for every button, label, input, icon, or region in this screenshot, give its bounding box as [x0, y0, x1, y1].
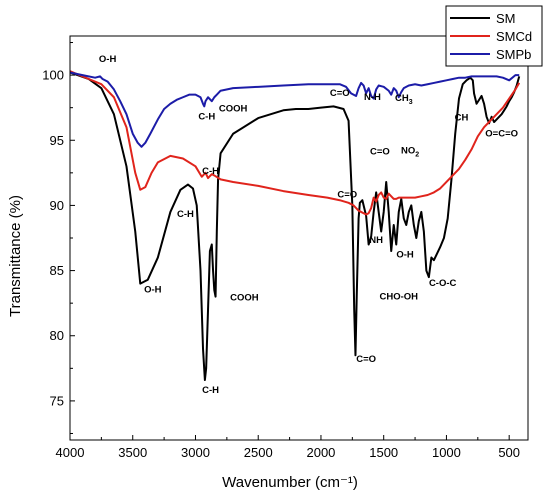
x-tick-label: 2500: [244, 445, 273, 460]
peak-label: C-H: [202, 166, 219, 177]
x-tick-label: 1000: [432, 445, 461, 460]
y-tick-label: 85: [50, 263, 64, 278]
peak-label: CHO-OH: [379, 291, 418, 302]
peak-annotations: O-H C-H COOH C=O N-H CH3 CH O=C=O C-H C-H O-H COOH C…: [99, 54, 518, 396]
plot-series: [69, 70, 521, 382]
x-axis-label: Wavenumber (cm⁻¹): [222, 474, 358, 491]
peak-label: C-H: [202, 385, 219, 396]
x-tick-label: 500: [498, 445, 520, 460]
legend-label-smpb: SMPb: [496, 47, 531, 62]
series-line-smpb: [69, 71, 520, 148]
peak-label: NH: [369, 235, 383, 246]
peak-label: O-H: [99, 54, 117, 65]
x-tick-label: 2000: [306, 445, 335, 460]
peak-label: COOH: [230, 293, 259, 304]
peak-label: COOH: [219, 104, 248, 115]
y-tick-label: 90: [50, 198, 64, 213]
y-tick-label: 75: [50, 393, 64, 408]
peak-label: C-O-C: [429, 278, 457, 289]
series-line-sm: [69, 71, 521, 382]
peak-label: O-H: [396, 250, 414, 261]
y-tick-label: 80: [50, 328, 64, 343]
y-tick-label: 100: [42, 68, 64, 83]
x-axis: 4000 3500 3000 2500 2000 1500 1000 500: [56, 435, 520, 460]
peak-label: C=O: [370, 147, 390, 158]
peak-label: C=O: [356, 354, 376, 365]
peak-label: O=C=O: [485, 128, 518, 139]
peak-label: NO2: [401, 145, 419, 158]
peak-label: N-H: [364, 92, 381, 103]
peak-label: CH: [455, 113, 469, 124]
y-axis-label: Transmittance (%): [7, 195, 24, 317]
x-tick-label: 3500: [118, 445, 147, 460]
y-tick-label: 95: [50, 133, 64, 148]
y-axis: 75 80 85 90 95 100: [42, 42, 75, 434]
x-tick-label: 1500: [369, 445, 398, 460]
legend: SM SMCd SMPb: [445, 5, 543, 67]
series-line-smcd: [69, 70, 521, 216]
peak-label: C-H: [198, 111, 215, 122]
peak-label: O-H: [144, 285, 162, 296]
peak-label: C-H: [177, 209, 194, 220]
legend-label-smcd: SMCd: [496, 29, 532, 44]
peak-label: CH3: [395, 93, 413, 106]
peak-label: C=O: [337, 190, 357, 201]
x-tick-label: 3000: [181, 445, 210, 460]
peak-label: C=O: [330, 88, 350, 99]
legend-label-sm: SM: [496, 11, 516, 26]
x-tick-label: 4000: [56, 445, 85, 460]
